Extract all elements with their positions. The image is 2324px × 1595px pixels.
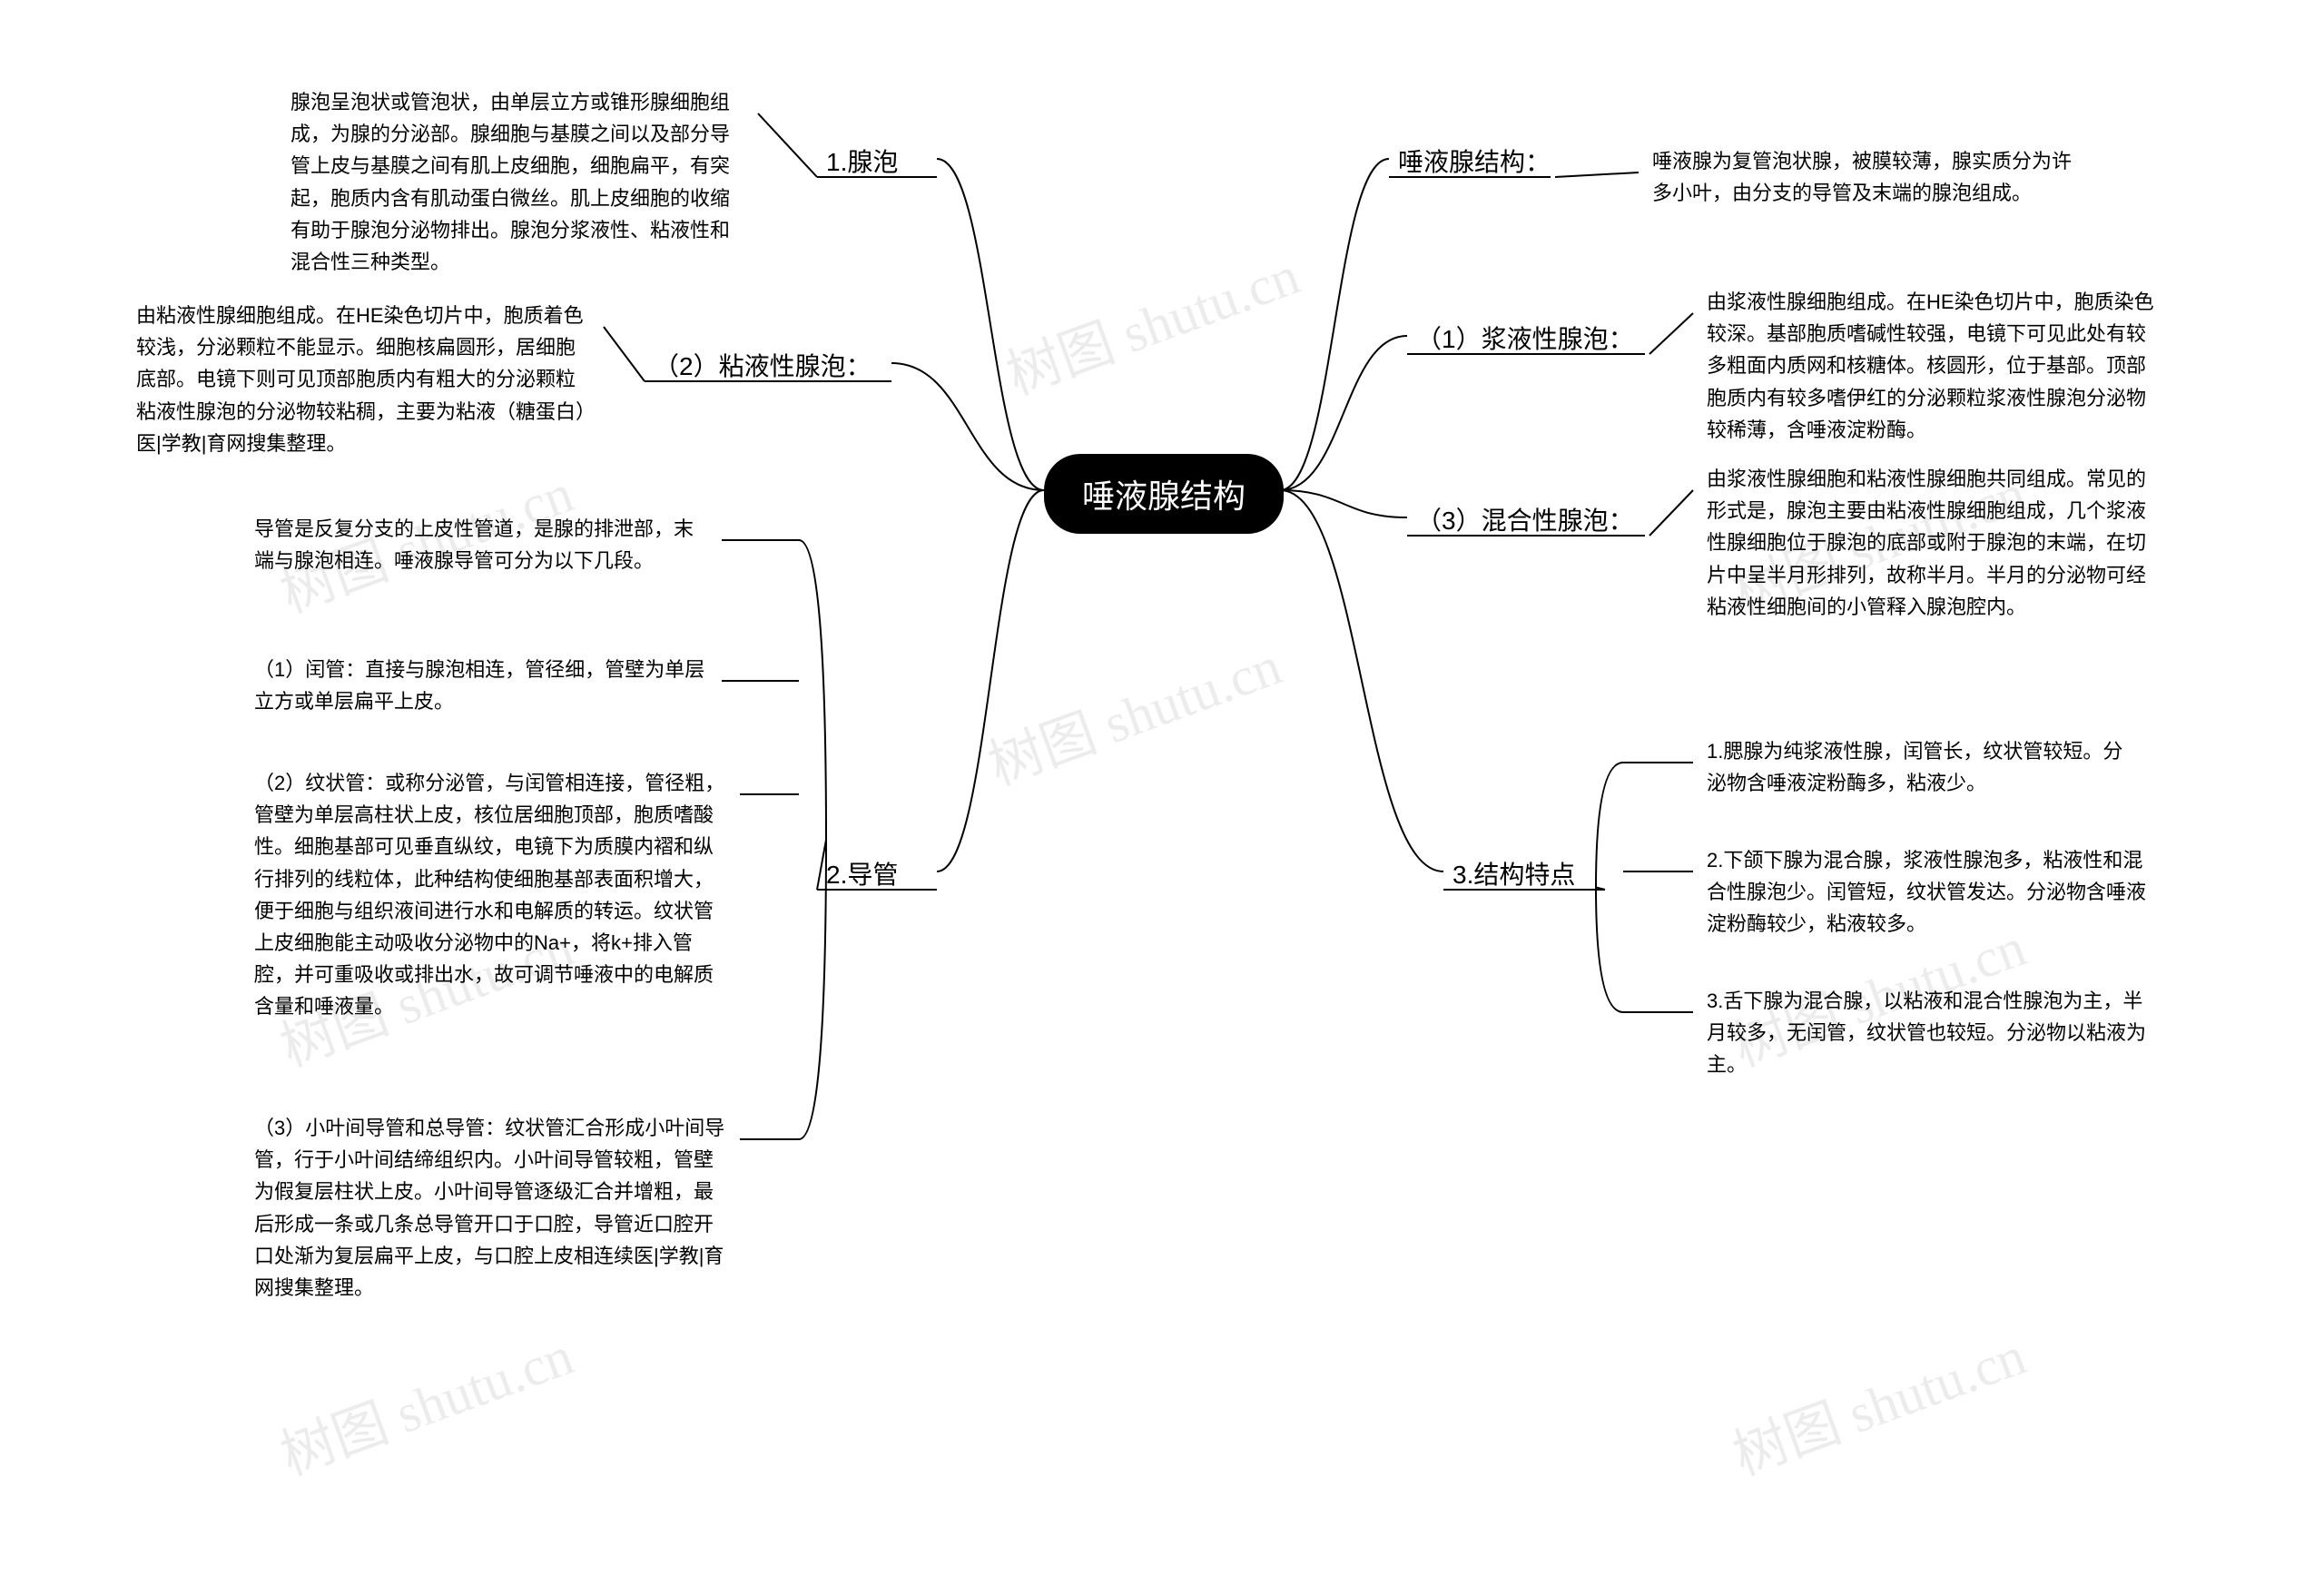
branch-r2: （3）混合性腺泡： <box>1416 501 1634 537</box>
center-node: 唾液腺结构 <box>1044 454 1284 534</box>
leaf-text: （2）纹状管：或称分泌管，与闰管相连接，管径粗，管壁为单层高柱状上皮，核位居细胞… <box>254 767 726 1023</box>
leaf-text: 由浆液性腺细胞组成。在HE染色切片中，胞质染色较深。基部胞质嗜碱性较强，电镜下可… <box>1707 286 2161 446</box>
leaf-text: 唾液腺为复管泡状腺，被膜较薄，腺实质分为许多小叶，由分支的导管及末端的腺泡组成。 <box>1652 145 2088 209</box>
branch-l0: 1.腺泡 <box>826 143 898 179</box>
watermark: 树图 shutu.cn <box>1720 1312 2034 1491</box>
watermark: 树图 shutu.cn <box>268 1312 582 1491</box>
leaf-text: 由浆液性腺细胞和粘液性腺细胞共同组成。常见的形式是，腺泡主要由粘液性腺细胞组成，… <box>1707 463 2161 623</box>
leaf-text: 3.舌下腺为混合腺，以粘液和混合性腺泡为主，半月较多，无闰管，纹状管也较短。分泌… <box>1707 985 2161 1081</box>
watermark: 树图 shutu.cn <box>994 231 1308 410</box>
center-label: 唾液腺结构 <box>1082 478 1246 515</box>
leaf-text: 1.腮腺为纯浆液性腺，闰管长，纹状管较短。分泌物含唾液淀粉酶多，粘液少。 <box>1707 735 2142 799</box>
leaf-text: （3）小叶间导管和总导管：纹状管汇合形成小叶间导管，行于小叶间结缔组织内。小叶间… <box>254 1112 726 1304</box>
leaf-text: 由粘液性腺细胞组成。在HE染色切片中，胞质着色较浅，分泌颗粒不能显示。细胞核扁圆… <box>136 300 590 459</box>
branch-l2: 2.导管 <box>826 855 898 891</box>
branch-l1: （2）粘液性腺泡： <box>654 347 872 383</box>
leaf-text: 2.下颌下腺为混合腺，浆液性腺泡多，粘液性和混合性腺泡少。闰管短，纹状管发达。分… <box>1707 844 2161 940</box>
leaf-text: 腺泡呈泡状或管泡状，由单层立方或锥形腺细胞组成，为腺的分泌部。腺细胞与基膜之间以… <box>290 86 744 278</box>
branch-r1: （1）浆液性腺泡： <box>1416 320 1634 356</box>
leaf-text: （1）闰管：直接与腺泡相连，管径细，管壁为单层立方或单层扁平上皮。 <box>254 654 708 717</box>
leaf-text: 导管是反复分支的上皮性管道，是腺的排泄部，末端与腺泡相连。唾液腺导管可分为以下几… <box>254 513 708 576</box>
branch-r3: 3.结构特点 <box>1452 855 1575 891</box>
watermark: 树图 shutu.cn <box>976 622 1290 801</box>
branch-r0: 唾液腺结构： <box>1398 143 1551 179</box>
